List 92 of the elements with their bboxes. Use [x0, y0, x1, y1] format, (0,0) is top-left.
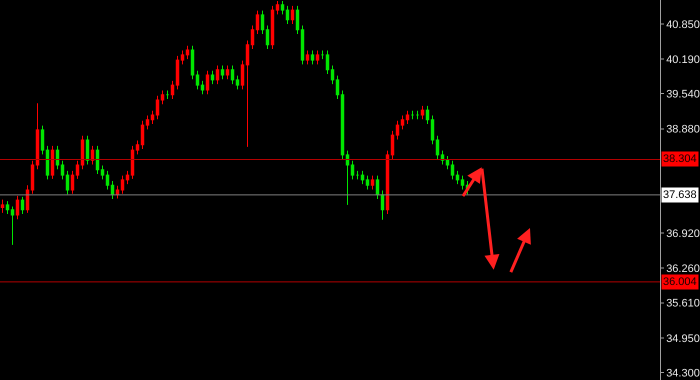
candlestick — [136, 140, 140, 155]
y-tick-label: 34.300 — [666, 367, 700, 380]
candlestick — [416, 110, 420, 120]
candlestick — [160, 90, 164, 105]
candlestick — [350, 160, 354, 180]
candlestick — [346, 150, 350, 206]
candlestick — [146, 114, 150, 130]
candlestick — [420, 105, 424, 120]
candlestick — [390, 130, 394, 160]
candlestick — [456, 170, 460, 185]
candlestick — [250, 25, 254, 50]
candlestick — [226, 64, 230, 80]
ref-line-label: 38.304 — [663, 153, 697, 165]
candlestick — [326, 50, 330, 74]
candlestick — [176, 55, 180, 90]
y-tick-label: 40.850 — [666, 18, 700, 31]
candlestick — [400, 114, 404, 130]
candlestick — [200, 80, 204, 95]
candlestick — [356, 170, 360, 180]
candlestick — [230, 64, 234, 85]
candlestick — [186, 45, 190, 60]
candlestick — [60, 160, 64, 180]
candlestick — [240, 60, 244, 90]
candlestick — [426, 105, 430, 125]
candlestick — [236, 75, 240, 90]
candlestick — [410, 110, 414, 120]
candlestick — [66, 170, 70, 195]
candlestick — [276, 0, 280, 15]
candlestick — [436, 135, 440, 160]
ref-line-label: 36.004 — [663, 276, 697, 288]
candlestick — [40, 125, 44, 155]
candlestick — [270, 5, 274, 50]
candlestick — [256, 10, 260, 35]
candlestick — [190, 45, 194, 80]
candlestick — [260, 10, 264, 35]
candlestick — [406, 110, 410, 125]
candlestick — [396, 120, 400, 140]
candlestick — [10, 206, 14, 246]
candlestick — [210, 70, 214, 85]
candlestick — [20, 196, 24, 214]
candlestick — [290, 5, 294, 24]
candlestick — [220, 64, 224, 80]
candlestick — [36, 102, 40, 170]
candlestick — [316, 50, 320, 65]
candlestick — [246, 40, 250, 148]
candlestick — [380, 190, 384, 220]
candlestick — [366, 175, 370, 190]
candlestick — [446, 155, 450, 170]
y-tick-label: 39.540 — [666, 88, 700, 101]
candlestick — [460, 175, 464, 190]
candlestick — [116, 185, 120, 200]
y-tick-label: 35.610 — [666, 298, 700, 310]
y-tick-label: 38.880 — [666, 124, 700, 136]
candlestick — [126, 170, 130, 185]
candlestick — [150, 110, 154, 125]
candlestick — [30, 160, 34, 194]
candlestick — [450, 160, 454, 180]
candlestick — [360, 170, 364, 185]
candlestick — [206, 70, 210, 95]
candlestick — [336, 75, 340, 100]
candlestick — [310, 50, 314, 65]
candlestick — [0, 199, 4, 214]
candlestick — [110, 180, 114, 200]
candlestick — [180, 50, 184, 65]
candlestick — [296, 5, 300, 35]
candlestick — [216, 64, 220, 85]
candlestick — [166, 90, 170, 100]
candlestick — [120, 175, 124, 194]
candlestick — [106, 170, 110, 190]
candlestick — [100, 165, 104, 180]
candlestick — [170, 80, 174, 100]
candlestick — [156, 95, 160, 120]
candlestick — [320, 50, 324, 60]
y-tick-label: 34.950 — [666, 332, 700, 345]
candlestick — [280, 0, 284, 15]
candlestick — [370, 175, 374, 190]
candlestick — [140, 120, 144, 150]
candlestick — [16, 195, 20, 220]
candlestick — [70, 170, 74, 194]
candlestick — [330, 64, 334, 85]
y-tick-label: 40.190 — [666, 54, 700, 66]
candlestick — [430, 114, 434, 145]
candlestick — [76, 160, 80, 180]
candlestick — [6, 200, 10, 214]
y-tick-label: 36.920 — [666, 228, 700, 240]
candlestick — [266, 25, 270, 50]
y-tick-label: 36.260 — [666, 263, 700, 276]
candlestick — [300, 25, 304, 65]
candlestick — [286, 5, 290, 24]
candlestick — [306, 50, 310, 65]
candlestick — [196, 70, 200, 90]
ref-line-label: 37.638 — [663, 189, 697, 201]
